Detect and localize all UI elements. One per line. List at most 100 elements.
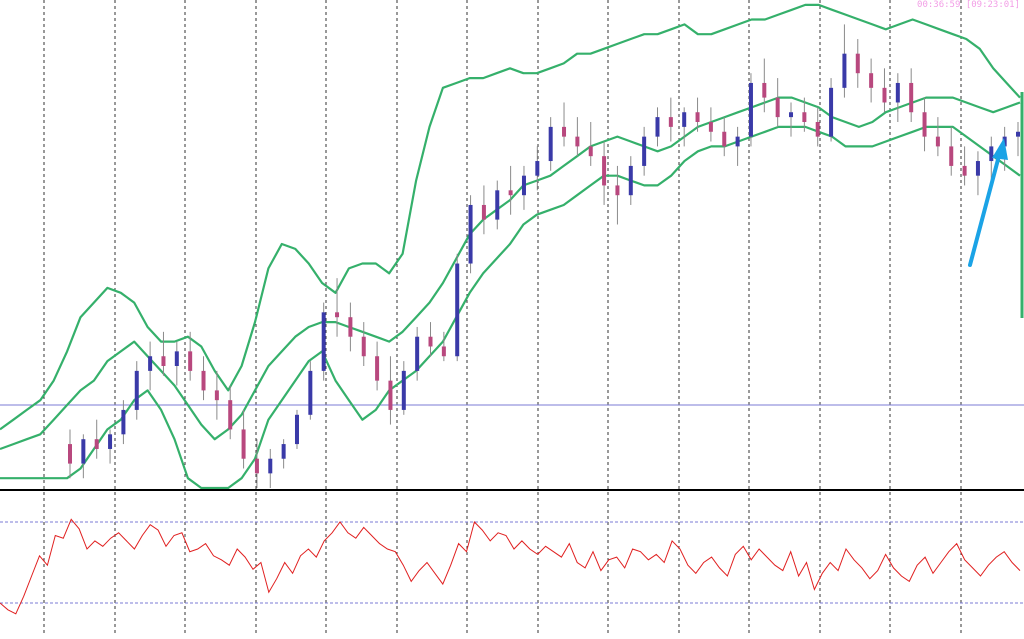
candle[interactable] [829, 78, 834, 142]
candle[interactable] [588, 122, 593, 166]
candle[interactable] [441, 331, 446, 362]
candle[interactable] [481, 185, 486, 235]
candle-body [508, 190, 513, 196]
up-arrow-icon[interactable] [968, 138, 1008, 267]
candle[interactable] [602, 141, 607, 205]
candle[interactable] [415, 326, 420, 381]
bollinger-middle-band[interactable] [0, 96, 1021, 451]
candle-body [321, 312, 326, 371]
candle[interactable] [361, 322, 366, 366]
candle[interactable] [321, 302, 326, 381]
candle[interactable] [789, 102, 794, 137]
candle[interactable] [842, 24, 847, 98]
candle[interactable] [188, 331, 193, 381]
candle[interactable] [388, 356, 393, 425]
timer-elapsed: 00:36:59 [917, 0, 961, 10]
candle[interactable] [922, 97, 927, 152]
candle-body [548, 126, 553, 162]
candle[interactable] [214, 370, 219, 420]
candle[interactable] [508, 165, 513, 215]
candle[interactable] [682, 107, 687, 147]
candle[interactable] [68, 429, 72, 479]
oscillator-pane[interactable] [0, 518, 1024, 615]
candle[interactable] [281, 439, 286, 469]
candle-body [415, 336, 420, 371]
candle[interactable] [428, 322, 433, 357]
candle[interactable] [708, 107, 713, 142]
candle[interactable] [735, 126, 740, 166]
candle[interactable] [762, 58, 767, 113]
candle[interactable] [802, 97, 807, 132]
candle-body [308, 370, 313, 415]
timer-remaining: [09:23:01] [965, 0, 1020, 10]
candle[interactable] [882, 68, 887, 113]
candle[interactable] [748, 73, 753, 147]
candle[interactable] [268, 448, 273, 488]
candle[interactable] [521, 165, 526, 210]
candle[interactable] [642, 126, 647, 176]
oscillator-line[interactable] [0, 518, 1021, 615]
bollinger-lower-band[interactable] [0, 125, 1021, 490]
candle[interactable] [81, 434, 86, 479]
candle[interactable] [201, 356, 206, 401]
candle-body [775, 97, 780, 118]
candle-body [401, 370, 406, 410]
candle[interactable] [949, 126, 954, 176]
candle[interactable] [455, 253, 460, 362]
candle[interactable] [308, 361, 313, 420]
candle[interactable] [695, 97, 700, 132]
candle[interactable] [535, 146, 540, 191]
candle[interactable] [655, 107, 660, 147]
candle-body [535, 161, 540, 176]
candle[interactable] [468, 195, 473, 274]
candle[interactable] [174, 341, 179, 386]
price-pane[interactable] [0, 3, 1024, 490]
candle[interactable] [615, 165, 620, 225]
candle-body [695, 112, 700, 122]
candle[interactable] [575, 117, 580, 157]
candle[interactable] [562, 102, 567, 147]
candle[interactable] [935, 117, 940, 157]
candle[interactable] [855, 39, 860, 88]
candle[interactable] [722, 117, 727, 157]
candle-body [455, 263, 460, 357]
candle[interactable] [1016, 122, 1020, 157]
candle[interactable] [909, 68, 914, 122]
candle[interactable] [628, 156, 633, 205]
candle-body [975, 161, 980, 176]
candle[interactable] [121, 400, 126, 445]
candle-body [575, 136, 580, 147]
candle[interactable] [228, 385, 233, 440]
candle-body [108, 434, 113, 449]
candle[interactable] [989, 136, 994, 181]
candle[interactable] [254, 439, 259, 488]
candle[interactable] [94, 419, 99, 459]
candle[interactable] [668, 97, 673, 142]
candle[interactable] [134, 361, 139, 420]
candle[interactable] [161, 331, 166, 376]
candle[interactable] [975, 151, 980, 196]
bollinger-upper-band[interactable] [0, 3, 1021, 431]
candle[interactable] [775, 78, 780, 127]
candle[interactable] [335, 278, 340, 337]
candle-body [161, 356, 166, 366]
candle[interactable] [294, 409, 299, 449]
candle-body [655, 117, 660, 137]
candle[interactable] [815, 107, 820, 147]
candle[interactable] [348, 302, 353, 352]
candle-body [441, 346, 446, 357]
vertical-grid [43, 0, 962, 635]
candle[interactable] [962, 146, 967, 186]
candle[interactable] [148, 341, 153, 391]
candle[interactable] [869, 58, 874, 103]
candle[interactable] [895, 73, 900, 122]
candle-body [682, 112, 687, 127]
candle[interactable] [241, 409, 246, 469]
candle[interactable] [108, 429, 113, 464]
candle[interactable] [548, 117, 553, 171]
candle[interactable] [401, 361, 406, 415]
candle[interactable] [375, 341, 380, 391]
candle[interactable] [495, 180, 500, 230]
